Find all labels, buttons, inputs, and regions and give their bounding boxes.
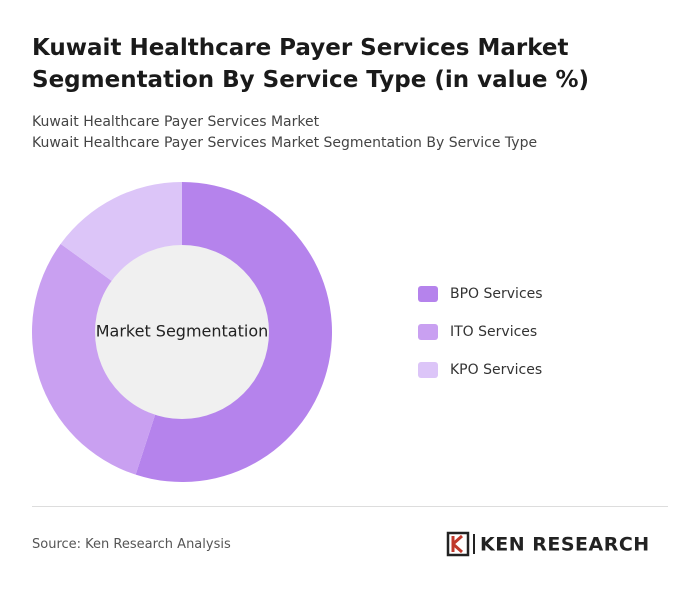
divider [32, 506, 668, 507]
legend-swatch [418, 286, 438, 302]
donut-hole [95, 245, 269, 419]
legend-label: KPO Services [450, 362, 542, 378]
subtitle: Kuwait Healthcare Payer Services Market … [32, 135, 538, 151]
source: Source: Ken Research Analysis [32, 537, 231, 552]
logo-icon [446, 531, 470, 557]
center-label: Market Segmentation [96, 322, 269, 341]
brand-name: KEN RESEARCH [480, 534, 650, 556]
legend-swatch [418, 362, 438, 378]
legend-swatch [418, 324, 438, 340]
legend-label: ITO Services [450, 324, 537, 340]
brand-logo: KEN RESEARCH [446, 531, 650, 557]
chart: Market Segmentation BPO Services ITO Servi… [32, 182, 543, 482]
legend-label: BPO Services [450, 286, 543, 302]
logo-icon [451, 534, 463, 554]
chart-title: Kuwait Healthcare Payer Services Market … [32, 35, 590, 93]
subtitle: Kuwait Healthcare Payer Services Market [32, 114, 320, 130]
